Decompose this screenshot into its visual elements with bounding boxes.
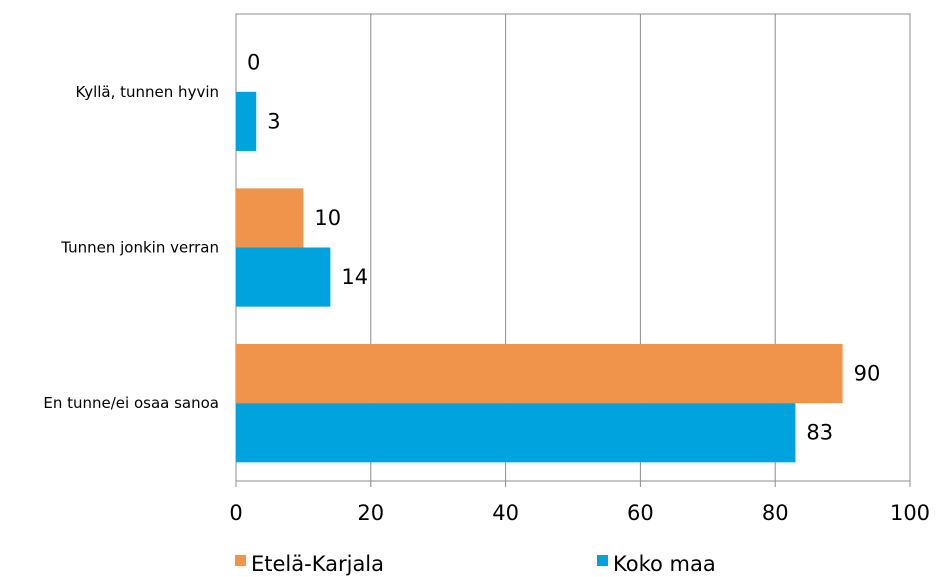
x-tick-label: 0: [229, 501, 242, 525]
x-tick-label: 100: [890, 501, 930, 525]
data-label: 3: [267, 109, 280, 133]
x-tick-label: 20: [357, 501, 384, 525]
legend-label: Koko maa: [613, 552, 716, 576]
data-label: 83: [806, 421, 833, 445]
data-label: 90: [854, 362, 881, 386]
legend-swatch: [235, 555, 246, 566]
category-label: Tunnen jonkin verran: [60, 239, 219, 257]
bar: [236, 344, 843, 404]
data-label: 0: [247, 50, 260, 74]
bar: [236, 188, 304, 248]
category-label: En tunne/ei osaa sanoa: [43, 394, 219, 412]
x-tick-label: 80: [762, 501, 789, 525]
legend-label: Etelä-Karjala: [251, 552, 384, 576]
bar: [236, 247, 331, 307]
legend-swatch: [597, 555, 608, 566]
x-tick-label: 60: [627, 501, 654, 525]
bar: [236, 403, 796, 463]
data-label: 14: [341, 265, 368, 289]
category-label: Kyllä, tunnen hyvin: [75, 83, 219, 101]
x-tick-label: 40: [492, 501, 519, 525]
bar: [236, 91, 257, 151]
data-label: 10: [314, 206, 341, 230]
